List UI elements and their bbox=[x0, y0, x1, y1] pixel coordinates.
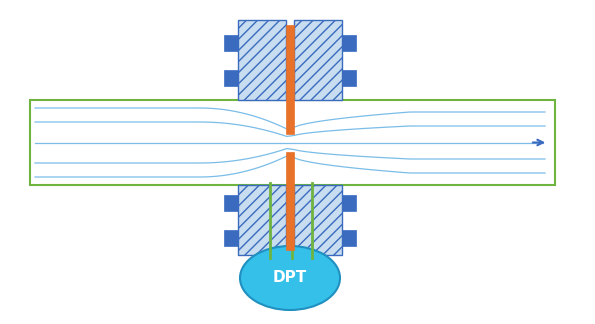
Bar bbox=[286, 152, 294, 250]
Bar bbox=[224, 195, 238, 211]
Bar bbox=[294, 185, 342, 255]
Ellipse shape bbox=[240, 246, 340, 310]
Bar bbox=[342, 195, 356, 211]
Bar bbox=[224, 35, 238, 51]
Bar bbox=[238, 185, 286, 255]
Bar bbox=[224, 230, 238, 246]
Bar bbox=[342, 35, 356, 51]
Bar bbox=[342, 230, 356, 246]
Bar bbox=[224, 70, 238, 86]
Bar bbox=[286, 25, 294, 133]
Bar bbox=[30, 100, 555, 185]
Bar bbox=[342, 70, 356, 86]
Bar bbox=[238, 20, 286, 100]
Text: DPT: DPT bbox=[273, 271, 307, 285]
Bar bbox=[294, 20, 342, 100]
